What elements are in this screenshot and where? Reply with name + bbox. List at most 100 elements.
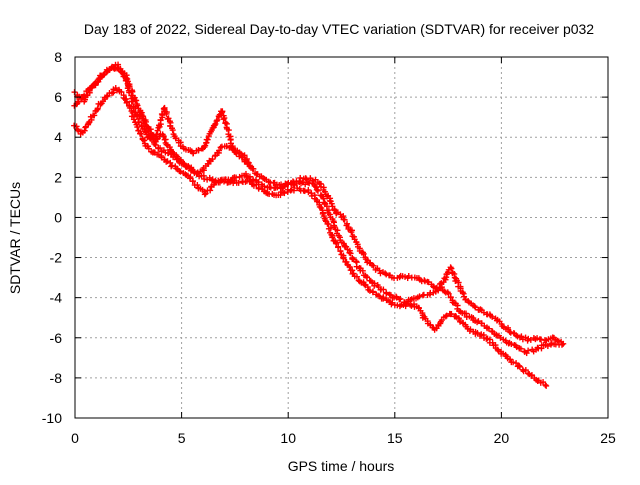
data-point xyxy=(441,288,448,295)
data-point xyxy=(437,280,444,287)
data-point xyxy=(207,187,214,194)
data-point xyxy=(92,79,99,86)
data-point xyxy=(103,93,110,100)
data-point xyxy=(353,258,360,265)
y-tick-label: 6 xyxy=(54,89,62,105)
chart-title: Day 183 of 2022, Sidereal Day-to-day VTE… xyxy=(84,21,594,37)
data-point xyxy=(445,290,452,297)
data-point xyxy=(383,290,390,297)
data-point xyxy=(169,127,176,134)
data-point xyxy=(190,149,197,156)
data-point xyxy=(322,217,329,224)
data-point xyxy=(489,313,496,320)
x-tick-label: 5 xyxy=(178,430,186,446)
x-tick-labels: 0 5 10 15 20 25 xyxy=(71,430,616,446)
data-point xyxy=(527,336,534,343)
data-point xyxy=(204,136,211,143)
y-tick-label: 0 xyxy=(54,209,62,225)
data-point xyxy=(91,112,98,119)
data-point xyxy=(193,170,200,177)
x-tick-label: 25 xyxy=(600,430,616,446)
data-point xyxy=(382,270,389,277)
data-point xyxy=(448,265,455,272)
data-point xyxy=(447,264,454,271)
data-point xyxy=(219,109,226,116)
data-point xyxy=(146,128,153,135)
data-point xyxy=(297,174,304,181)
data-point xyxy=(301,188,308,195)
ticks xyxy=(74,56,609,419)
data-point xyxy=(335,244,342,251)
y-tick-label: 8 xyxy=(54,49,62,65)
data-point xyxy=(157,145,164,152)
y-tick-labels: -10 -8 -6 -4 -2 0 2 4 6 8 xyxy=(42,49,62,426)
x-tick-label: 0 xyxy=(71,430,79,446)
data-point xyxy=(448,310,455,317)
data-point xyxy=(361,281,368,288)
data-point xyxy=(134,124,141,131)
data-point xyxy=(201,191,208,198)
y-tick-label: 2 xyxy=(54,169,62,185)
data-point xyxy=(544,343,551,350)
data-point xyxy=(220,116,227,123)
data-point xyxy=(94,105,101,112)
data-point xyxy=(517,345,524,352)
data-point xyxy=(163,110,170,117)
y-tick-label: -8 xyxy=(50,370,63,386)
y-tick-label: -2 xyxy=(50,250,63,266)
y-tick-label: -10 xyxy=(42,410,62,426)
data-point xyxy=(528,372,535,379)
data-point xyxy=(239,154,246,161)
data-point xyxy=(95,78,102,85)
data-point xyxy=(337,247,344,254)
data-point xyxy=(343,258,350,265)
data-point xyxy=(290,179,297,186)
data-point xyxy=(370,262,377,269)
data-point xyxy=(202,190,209,197)
data-point xyxy=(405,273,412,279)
data-point xyxy=(303,176,310,183)
data-point xyxy=(290,187,297,194)
data-point xyxy=(542,381,549,388)
data-point xyxy=(253,181,260,188)
x-tick-label: 15 xyxy=(387,430,403,446)
data-point xyxy=(516,362,523,369)
data-point xyxy=(376,267,383,274)
data-point xyxy=(308,192,315,199)
data-point xyxy=(457,318,464,325)
data-point xyxy=(331,206,338,213)
data-point xyxy=(329,234,336,241)
data-point xyxy=(369,289,376,296)
data-point xyxy=(126,104,133,111)
data-point xyxy=(383,271,390,278)
data-point xyxy=(216,147,223,154)
data-point xyxy=(348,229,355,236)
data-point xyxy=(543,382,550,389)
data-point xyxy=(132,97,139,104)
data-point xyxy=(209,156,216,163)
data-point xyxy=(320,195,327,202)
data-point xyxy=(346,263,353,270)
data-point xyxy=(318,192,325,199)
data-point xyxy=(341,216,348,223)
data-point xyxy=(380,286,387,293)
data-point xyxy=(327,224,334,231)
data-point xyxy=(506,328,513,335)
data-point xyxy=(281,190,288,197)
data-point xyxy=(250,165,257,172)
data-point xyxy=(154,127,161,134)
data-point xyxy=(353,273,360,280)
data-point xyxy=(508,341,515,348)
data-point xyxy=(522,367,529,374)
data-point xyxy=(485,325,492,332)
data-point xyxy=(138,130,145,137)
data-point xyxy=(558,338,565,345)
data-point xyxy=(89,84,96,91)
data-point xyxy=(513,360,520,367)
data-point xyxy=(403,300,410,307)
data-point xyxy=(359,267,366,274)
y-axis-title: SDTVAR / TECUs xyxy=(7,182,23,294)
data-point xyxy=(235,179,242,186)
